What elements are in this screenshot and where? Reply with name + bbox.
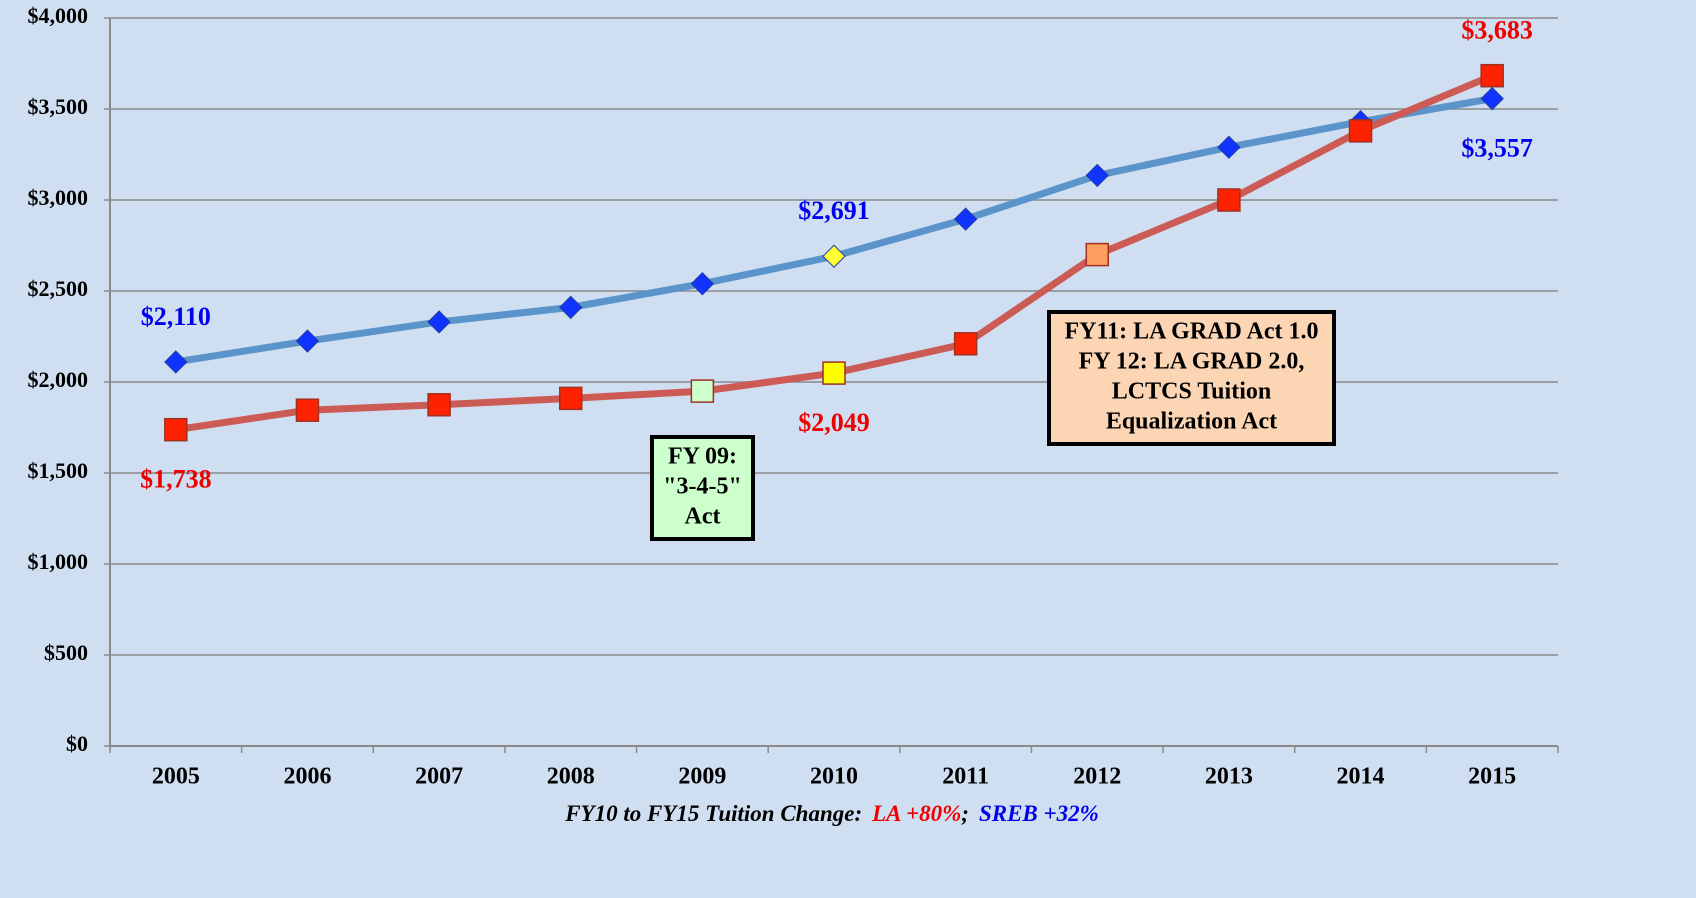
point-marker [690,379,715,403]
annotation-text: Act [685,504,721,530]
point-marker [559,295,583,320]
data-label: $2,691 [798,196,870,225]
y-tick-label: $3,000 [28,185,89,210]
point-marker [164,350,188,374]
annotation-text: FY 09: [668,444,737,470]
footnote-part: ; [961,801,969,826]
data-label: $2,049 [798,408,870,437]
annotation-text: FY11: LA GRAD Act 1.0 [1065,319,1319,345]
x-tick-label: 2013 [1205,764,1253,790]
x-tick-label: 2008 [547,764,595,790]
annotation-text: FY 12: LA GRAD 2.0, [1079,349,1305,375]
x-tick-label: 2006 [283,764,331,790]
annotation-box [650,435,755,541]
footnote-part: FY10 to FY15 Tuition Change: [564,801,862,826]
annotation-text: LCTCS Tuition [1112,379,1271,405]
point-marker [1480,86,1504,111]
x-tick-label: 2009 [678,764,726,790]
x-tick-label: 2015 [1468,764,1516,790]
x-tick-label: 2007 [415,764,463,790]
point-marker [822,361,846,385]
point-marker [1217,135,1241,159]
data-label: $3,683 [1461,16,1533,45]
footnote: FY10 to FY15 Tuition Change: LA +80%; SREB… [564,801,1099,826]
point-marker [427,393,451,417]
point-marker [558,386,583,411]
point-marker [295,329,320,353]
point-marker [427,310,451,334]
data-label: $1,738 [140,465,212,494]
annotation-box [1047,310,1336,446]
point-marker [1348,119,1373,143]
point-marker [295,398,320,422]
data-label: $3,557 [1461,134,1533,163]
y-tick-label: $500 [44,640,88,665]
point-marker [1217,188,1241,212]
point-marker [1480,63,1504,88]
point-marker [953,332,978,356]
point-marker [822,244,846,268]
y-tick-label: $3,500 [28,94,89,119]
data-label: $2,110 [141,302,211,331]
y-tick-label: $4,000 [28,3,89,28]
x-tick-label: 2010 [810,764,858,790]
point-marker [953,207,978,231]
y-tick-label: $2,500 [28,276,89,301]
x-tick-label: 2012 [1073,764,1121,790]
x-tick-label: 2011 [942,764,989,790]
point-marker [1085,163,1109,188]
y-tick-label: $2,000 [28,367,89,392]
point-marker [164,417,188,442]
point-marker [1085,242,1110,267]
x-tick-label: 2014 [1337,764,1385,790]
footnote-part: SREB +32% [979,801,1099,826]
x-tick-label: 2005 [152,764,200,790]
annotation-text: Equalization Act [1106,409,1277,435]
point-marker [690,272,715,296]
y-tick-label: $0 [66,731,88,756]
footnote-part: LA +80% [871,801,961,826]
annotation-text: "3-4-5" [663,474,742,500]
y-tick-label: $1,500 [28,458,89,483]
y-tick-label: $1,000 [28,549,89,574]
